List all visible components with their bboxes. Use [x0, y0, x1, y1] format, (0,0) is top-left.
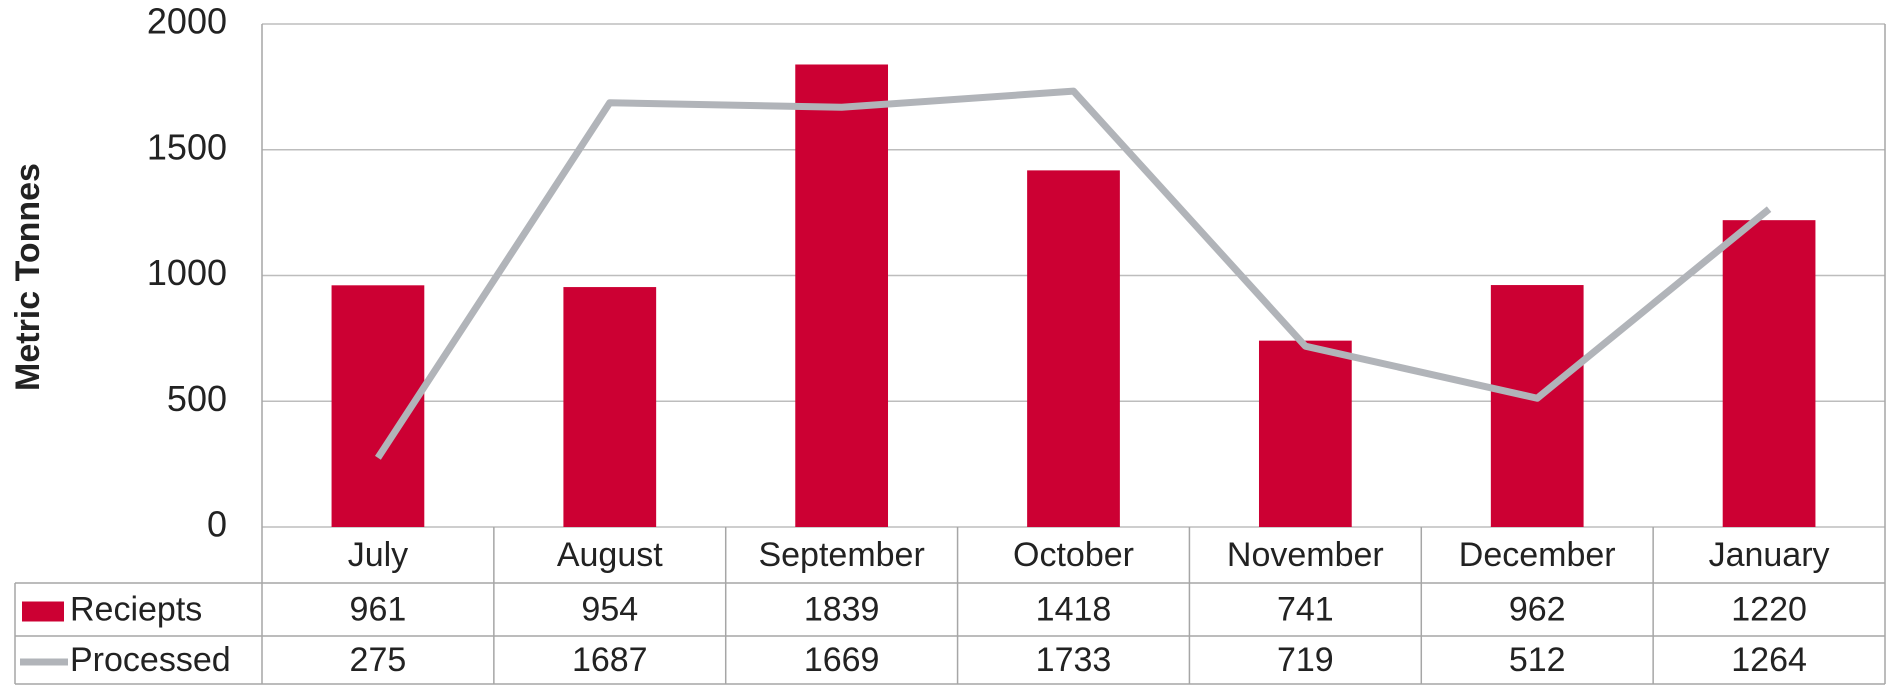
bar [1027, 170, 1120, 528]
y-tick-label: 500 [167, 378, 227, 419]
table-value: 1669 [804, 641, 880, 679]
bar [1722, 220, 1816, 528]
y-axis-title: Metric Tonnes [9, 163, 47, 391]
y-tick-label: 2000 [147, 1, 227, 42]
x-tick-label: January [1709, 536, 1830, 574]
legend-label: Processed [70, 641, 231, 679]
table-value: 962 [1509, 590, 1566, 628]
table-value: 275 [350, 641, 407, 679]
table-value: 1264 [1731, 641, 1807, 679]
x-tick-label: November [1227, 536, 1384, 574]
bar [1490, 285, 1584, 527]
x-tick-label: July [348, 536, 408, 574]
y-tick-label: 1000 [147, 252, 227, 293]
legend-swatch [22, 601, 64, 622]
bar [795, 64, 889, 527]
x-tick-label: September [758, 536, 924, 574]
bar [1258, 340, 1352, 527]
x-tick-label: October [1013, 536, 1134, 574]
table-value: 954 [581, 590, 638, 628]
table-value: 1733 [1036, 641, 1112, 679]
table-value: 1418 [1036, 590, 1112, 628]
table-value: 741 [1277, 590, 1334, 628]
table-value: 1687 [572, 641, 648, 679]
x-tick-label: August [557, 536, 663, 574]
table-value: 719 [1277, 641, 1334, 679]
table-value: 512 [1509, 641, 1566, 679]
table-value: 1220 [1731, 590, 1807, 628]
legend-label: Reciepts [70, 590, 202, 628]
bar [563, 287, 657, 527]
table-value: 961 [350, 590, 407, 628]
line [374, 87, 1772, 460]
y-tick-label: 0 [207, 504, 227, 545]
y-tick-label: 1500 [147, 126, 227, 167]
x-tick-label: December [1459, 536, 1616, 574]
table-value: 1839 [804, 590, 880, 628]
